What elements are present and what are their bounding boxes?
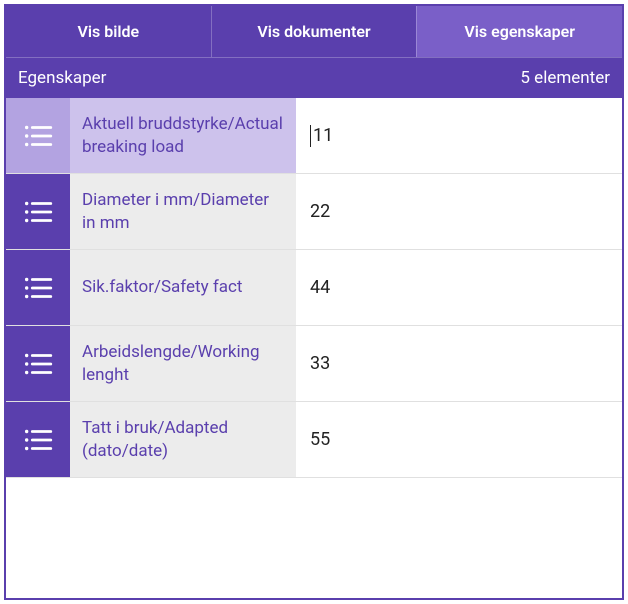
property-label: Diameter i mm/Diameter in mm	[70, 174, 296, 249]
tab-vis-bilde[interactable]: Vis bilde	[6, 6, 211, 57]
property-value-input[interactable]: 44	[296, 250, 622, 325]
empty-area	[6, 478, 622, 598]
property-row[interactable]: Sik.faktor/Safety fact 44	[6, 250, 622, 326]
tab-vis-dokumenter[interactable]: Vis dokumenter	[211, 6, 417, 57]
property-value-input[interactable]: 22	[296, 174, 622, 249]
section-title: Egenskaper	[18, 68, 106, 88]
list-icon	[6, 402, 70, 477]
list-icon	[6, 98, 70, 173]
section-header: Egenskaper 5 elementer	[6, 57, 622, 98]
list-icon	[6, 326, 70, 401]
tab-bar: Vis bilde Vis dokumenter Vis egenskaper	[6, 6, 622, 57]
property-row[interactable]: Aktuell bruddstyrke/Actual breaking load…	[6, 98, 622, 174]
property-row[interactable]: Arbeidslengde/Working lenght 33	[6, 326, 622, 402]
tab-vis-egenskaper[interactable]: Vis egenskaper	[416, 6, 622, 57]
property-label: Sik.faktor/Safety fact	[70, 250, 296, 325]
property-label: Arbeidslengde/Working lenght	[70, 326, 296, 401]
property-label: Aktuell bruddstyrke/Actual breaking load	[70, 98, 296, 173]
property-value-input[interactable]: 33	[296, 326, 622, 401]
property-row[interactable]: Tatt i bruk/Adapted (dato/date) 55	[6, 402, 622, 478]
property-value-input[interactable]: 55	[296, 402, 622, 477]
properties-list: Aktuell bruddstyrke/Actual breaking load…	[6, 98, 622, 478]
property-row[interactable]: Diameter i mm/Diameter in mm 22	[6, 174, 622, 250]
properties-panel: Vis bilde Vis dokumenter Vis egenskaper …	[4, 4, 624, 600]
list-icon	[6, 174, 70, 249]
list-icon	[6, 250, 70, 325]
property-value-input[interactable]: 11	[296, 98, 622, 173]
property-label: Tatt i bruk/Adapted (dato/date)	[70, 402, 296, 477]
element-count: 5 elementer	[520, 68, 610, 88]
